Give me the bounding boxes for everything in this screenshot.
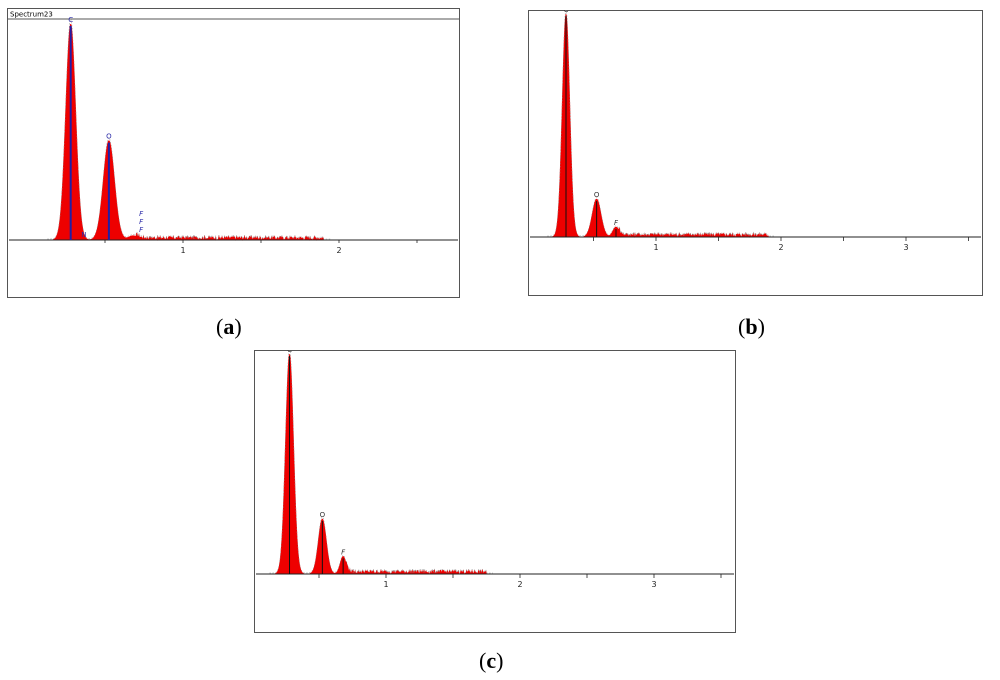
element-label: F — [341, 548, 346, 556]
caption-a: (a) — [216, 314, 242, 339]
x-tick-label: 2 — [517, 580, 522, 589]
chart-frame — [254, 350, 736, 633]
element-label: O — [320, 511, 326, 519]
spectrum-panel-a: Spectrum23 1 2 C N O F F F — [7, 8, 460, 298]
element-label: O — [594, 191, 600, 199]
spectrum-panel-b: 1 2 3 C O F — [528, 10, 983, 296]
element-label: N — [81, 231, 86, 239]
spectrum-chart-c: 1 2 3 C O F — [254, 350, 736, 633]
chart-frame — [528, 10, 983, 296]
element-label: C — [564, 10, 569, 14]
fit-curve — [47, 18, 331, 240]
spectrum-panel-c: 1 2 3 C O F — [254, 350, 736, 633]
x-tick-label: 3 — [903, 243, 908, 252]
x-tick-label: 2 — [336, 246, 341, 255]
element-label: F — [139, 210, 144, 218]
x-tick-label: 1 — [383, 580, 388, 589]
element-label: C — [287, 350, 292, 354]
element-label: F — [139, 218, 144, 226]
chart-title: Spectrum23 — [10, 11, 53, 19]
spectrum-chart-a: Spectrum23 1 2 C N O FFF — [7, 8, 460, 298]
caption-b: (b) — [738, 314, 765, 339]
element-label: F — [614, 219, 619, 227]
chart-frame — [7, 8, 460, 298]
x-tick-label: 1 — [180, 246, 185, 255]
fit-curve — [269, 350, 493, 574]
element-label: C — [68, 16, 73, 24]
x-tick-label: 2 — [778, 243, 783, 252]
element-label: O — [106, 133, 112, 141]
spectrum-area — [47, 24, 332, 241]
fit-curve — [547, 10, 775, 237]
element-label: F — [139, 226, 144, 234]
x-tick-label: 1 — [653, 243, 658, 252]
x-tick-label: 3 — [651, 580, 656, 589]
spectrum-chart-b: 1 2 3 C O F — [528, 10, 983, 296]
caption-c: (c) — [479, 648, 504, 673]
